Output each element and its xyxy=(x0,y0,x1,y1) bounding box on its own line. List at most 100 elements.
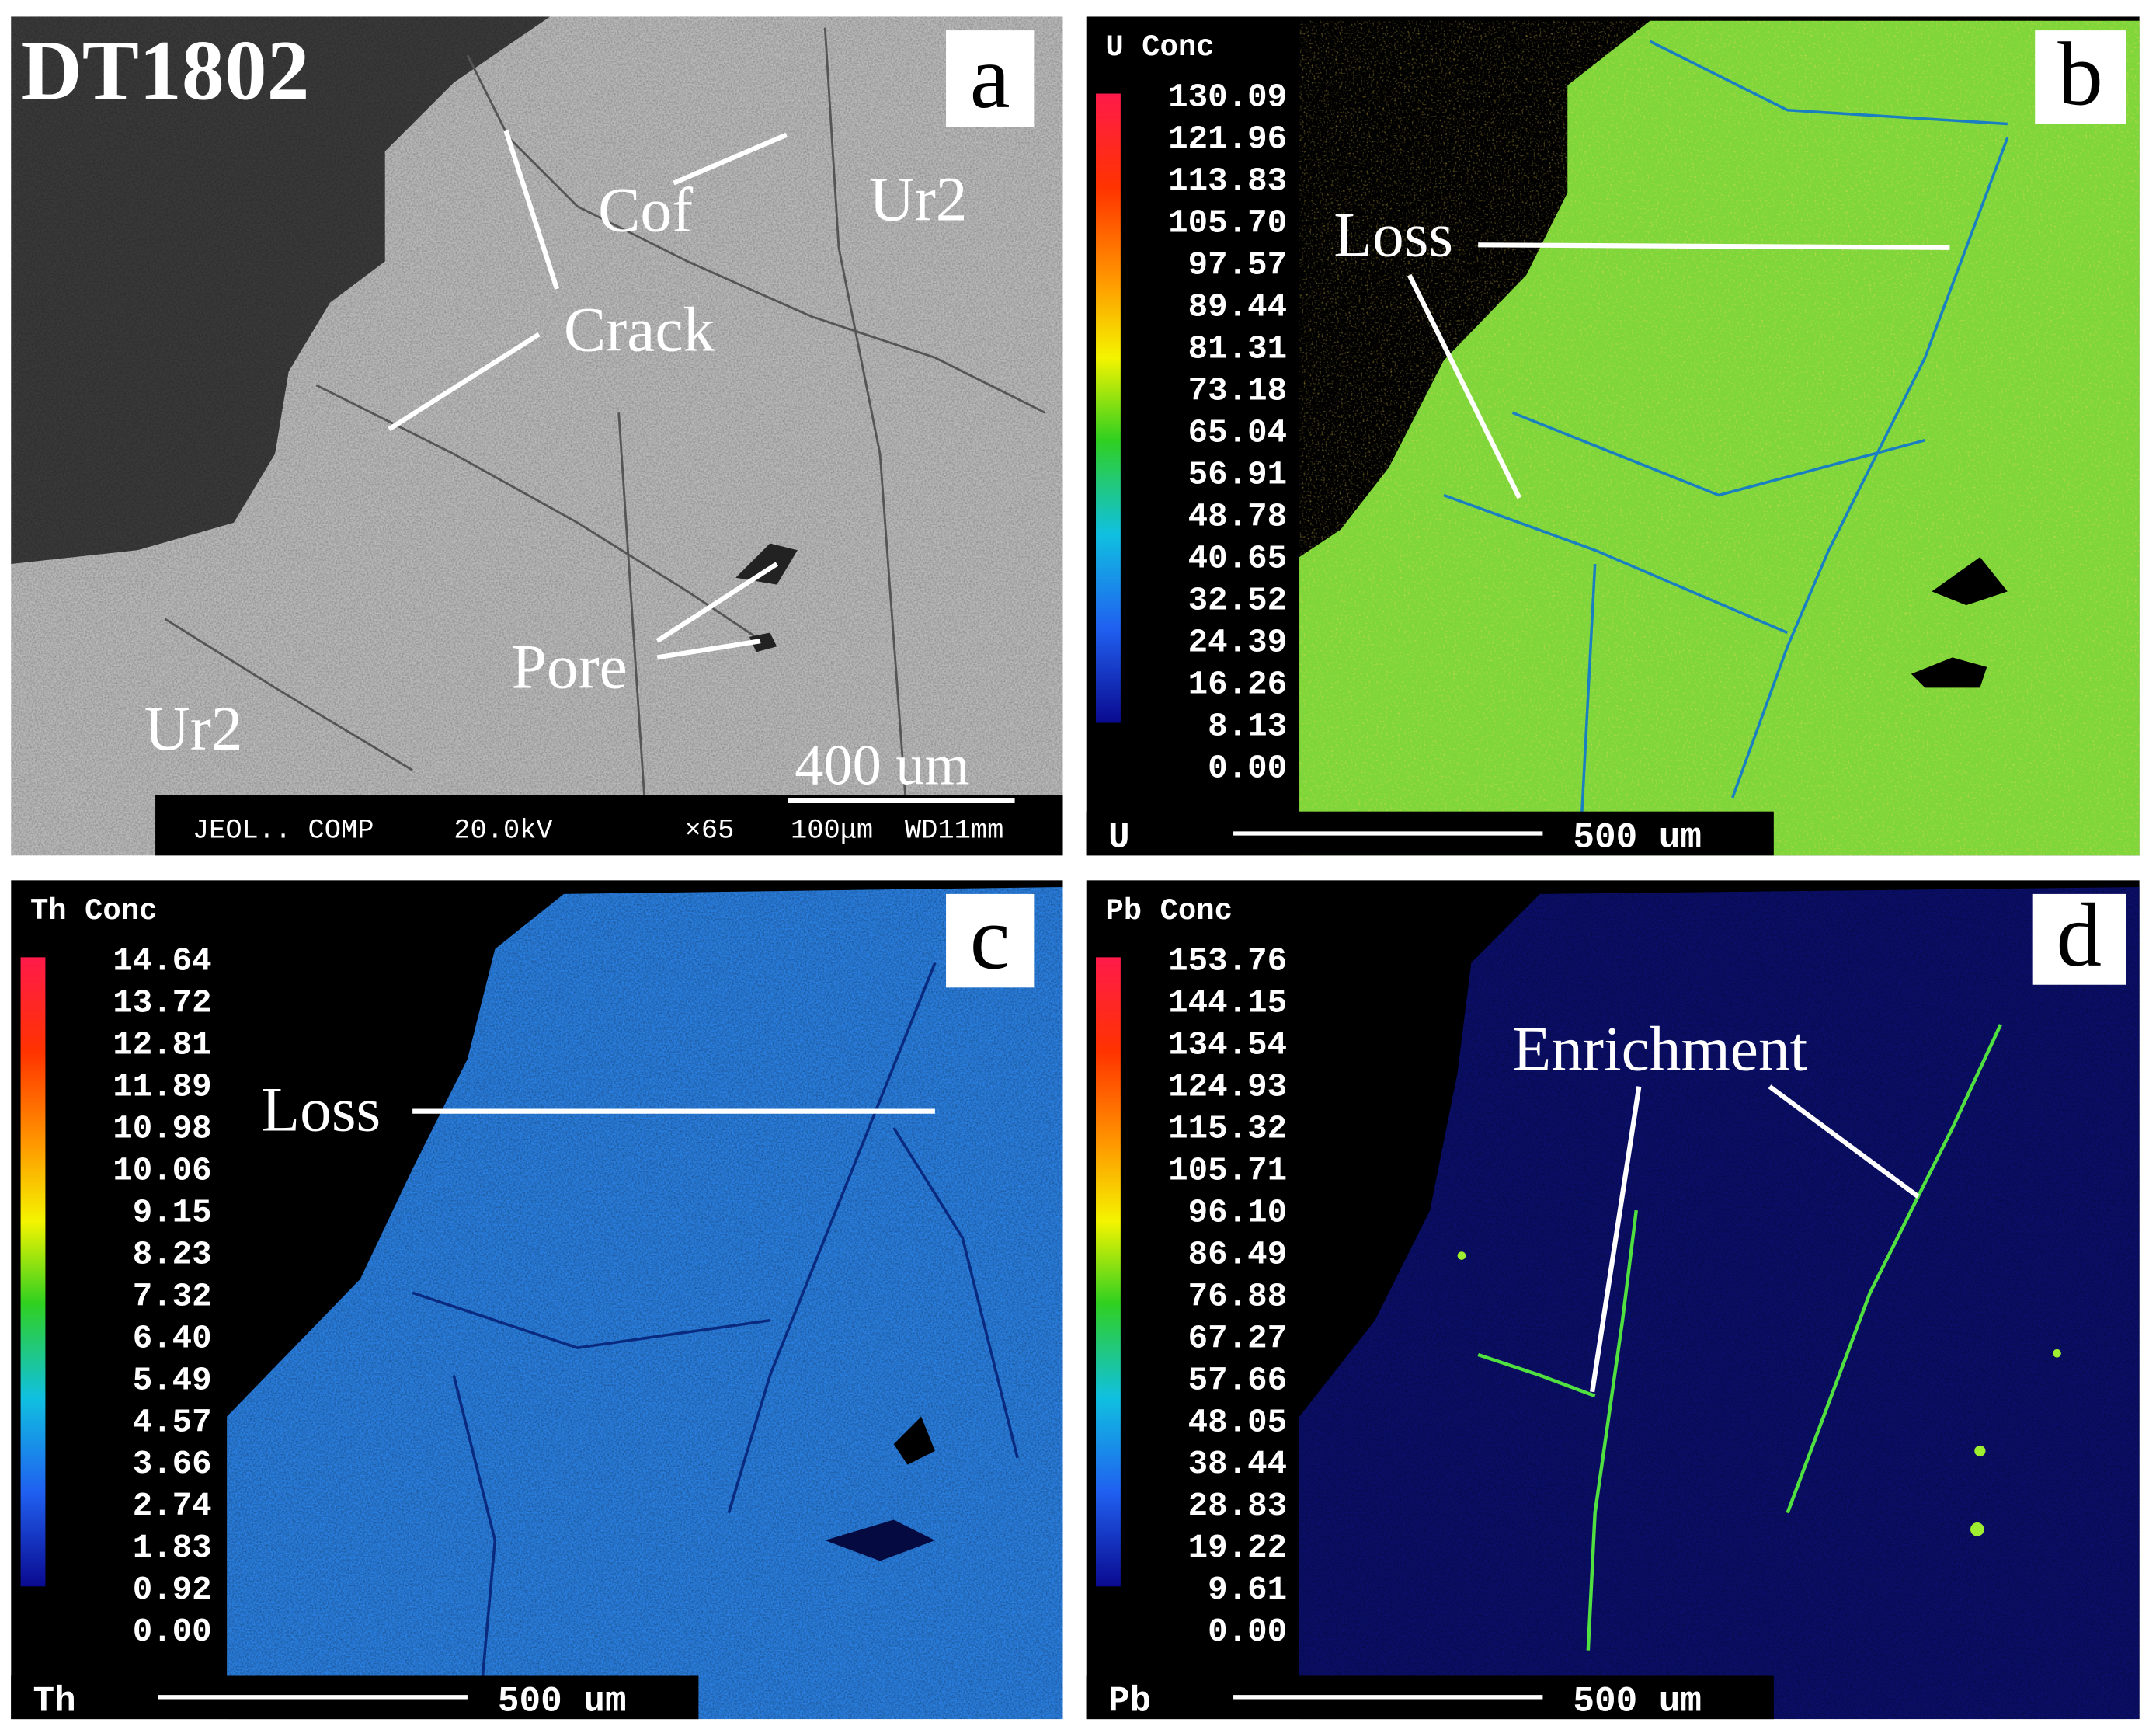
scale-title: Th Conc xyxy=(30,894,158,928)
pore xyxy=(825,1519,935,1561)
scale-bar-label: 500 um xyxy=(1573,818,1702,858)
panel-letter-box xyxy=(946,893,1035,988)
scale-value: 12.81 xyxy=(113,1026,211,1063)
footer-text: JEOL.. COMP xyxy=(193,815,374,846)
scale-value: 48.05 xyxy=(1188,1404,1287,1441)
scale-value: 13.72 xyxy=(113,984,211,1021)
scale-bar-label: 500 um xyxy=(1573,1682,1702,1722)
scale-value: 2.74 xyxy=(133,1488,212,1525)
texture xyxy=(1299,887,2140,1720)
scale-value: 7.32 xyxy=(133,1278,212,1315)
scale-value: 48.78 xyxy=(1188,498,1287,535)
panel-letter: a xyxy=(970,27,1010,127)
panel-c-image xyxy=(11,880,1063,1720)
leader-line xyxy=(503,130,559,290)
scale-value: 115.32 xyxy=(1168,1110,1287,1147)
footer-text: 100μm xyxy=(791,815,873,846)
scale-value: 4.57 xyxy=(133,1404,212,1441)
leader-line xyxy=(1590,1086,1642,1393)
scale-value: 144.15 xyxy=(1168,984,1287,1021)
scale-value: 105.71 xyxy=(1168,1152,1287,1189)
pore xyxy=(749,632,777,652)
scale-value: 130.09 xyxy=(1168,78,1287,116)
cracks xyxy=(164,27,1046,826)
pore xyxy=(1932,557,2008,606)
scale-value: 0.00 xyxy=(1208,750,1287,787)
sample-id: DT1802 xyxy=(21,23,310,118)
panel-a-image xyxy=(11,16,1063,856)
scale-value: 0.00 xyxy=(133,1613,212,1651)
panel-letter-box xyxy=(946,30,1035,127)
leader-line xyxy=(1768,1084,1920,1199)
scale-value: 8.23 xyxy=(133,1236,212,1273)
scale-value: 57.66 xyxy=(1188,1362,1287,1399)
texture xyxy=(1299,20,2140,856)
enrichment-spot xyxy=(2053,1348,2061,1358)
annotation: Cof xyxy=(598,175,694,245)
pore xyxy=(735,543,798,585)
scale-value: 8.13 xyxy=(1208,708,1287,745)
scale-value: 113.83 xyxy=(1168,162,1287,200)
scale-value: 6.40 xyxy=(133,1320,212,1357)
enrichment-veins xyxy=(1477,1024,2002,1651)
texture xyxy=(227,887,1063,1720)
scale-value: 67.27 xyxy=(1188,1320,1287,1357)
scale-value: 24.39 xyxy=(1188,624,1287,661)
scale-value: 1.83 xyxy=(133,1529,212,1567)
scale-value: 9.15 xyxy=(133,1194,212,1231)
panel-letter-box xyxy=(2032,893,2126,985)
scale-value: 81.31 xyxy=(1188,330,1287,367)
panel-letter: c xyxy=(970,889,1010,989)
color-bar xyxy=(20,957,46,1587)
leader-line xyxy=(388,332,541,432)
enrichment-spot xyxy=(1457,1251,1466,1260)
scale-value: 32.52 xyxy=(1188,582,1287,619)
scale-value: 14.64 xyxy=(113,942,211,980)
leader-line xyxy=(673,132,788,186)
panel-letter-box xyxy=(2035,30,2126,124)
scale-value: 73.18 xyxy=(1188,372,1287,409)
scale-value: 19.22 xyxy=(1188,1529,1287,1567)
pore xyxy=(1911,657,1987,688)
leader-line xyxy=(656,639,761,660)
footer-text: 20.0kV xyxy=(454,815,553,846)
scale-value: 89.44 xyxy=(1188,288,1287,325)
scale-value: 96.10 xyxy=(1188,1194,1287,1231)
sem-footer xyxy=(155,795,1063,856)
scale-value: 56.91 xyxy=(1188,456,1287,493)
scale-value: 124.93 xyxy=(1168,1068,1287,1105)
scale-value: 0.92 xyxy=(133,1571,212,1609)
scale-value: 10.98 xyxy=(113,1110,211,1147)
scale-value: 97.57 xyxy=(1188,246,1287,284)
footer-text: ×65 xyxy=(685,815,735,846)
annotation: Pore xyxy=(512,631,628,701)
annotation: Ur2 xyxy=(869,163,968,234)
scale-bar-label: 500 um xyxy=(498,1682,627,1722)
element-label: Pb xyxy=(1108,1682,1151,1722)
panel-b-image xyxy=(1086,16,2140,856)
scale-title: U Conc xyxy=(1105,30,1214,64)
panel-letter: d xyxy=(2057,886,2102,986)
element-label: U xyxy=(1108,818,1130,858)
scale-value: 121.96 xyxy=(1168,120,1287,158)
scale-value: 0.00 xyxy=(1208,1613,1287,1651)
scale-value: 134.54 xyxy=(1168,1026,1287,1063)
scale-value: 16.26 xyxy=(1188,666,1287,703)
scale-value: 9.61 xyxy=(1208,1571,1287,1609)
panel-d-image xyxy=(1086,880,2140,1720)
leader-line xyxy=(1478,242,1950,250)
scale-value: 153.76 xyxy=(1168,942,1287,980)
texture xyxy=(11,16,1063,856)
scale-value: 40.65 xyxy=(1188,540,1287,577)
annotation: Enrichment xyxy=(1512,1014,1807,1084)
leader-line xyxy=(1407,273,1522,499)
enrichment-spot xyxy=(1974,1445,1986,1457)
scale-value: 5.49 xyxy=(133,1362,212,1399)
scale-value: 28.83 xyxy=(1188,1488,1287,1525)
scale-value: 76.88 xyxy=(1188,1278,1287,1315)
pore xyxy=(893,1416,935,1465)
cracks xyxy=(1443,40,2009,826)
annotation: Crack xyxy=(564,294,715,365)
element-label: Th xyxy=(33,1682,75,1722)
panel-letter: b xyxy=(2057,25,2102,125)
